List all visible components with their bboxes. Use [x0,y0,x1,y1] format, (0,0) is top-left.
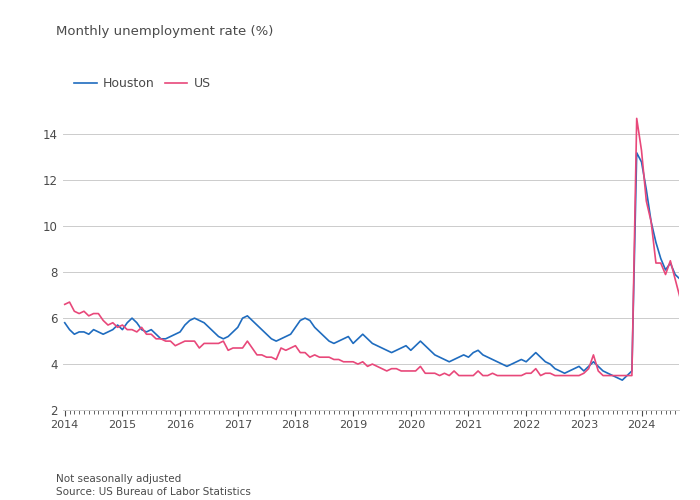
US [296,350,304,356]
US [60,302,69,308]
US [412,368,420,374]
Text: Monthly unemployment rate (%): Monthly unemployment rate (%) [56,25,274,38]
Houston [618,377,626,383]
Houston [412,342,420,348]
Legend: Houston, US: Houston, US [69,72,216,95]
US [90,310,98,316]
Text: Not seasonally adjusted: Not seasonally adjusted [56,474,181,484]
Houston [248,318,256,324]
Houston [296,318,304,324]
Text: Source: US Bureau of Labor Statistics: Source: US Bureau of Labor Statistics [56,487,251,497]
US [248,345,256,351]
Houston [335,338,343,344]
Houston [633,150,641,156]
Line: Houston: Houston [64,153,700,380]
US [633,116,641,121]
US [565,372,573,378]
US [335,356,343,362]
Line: US: US [64,118,700,382]
Houston [565,368,573,374]
Houston [60,320,69,326]
Houston [90,326,98,332]
